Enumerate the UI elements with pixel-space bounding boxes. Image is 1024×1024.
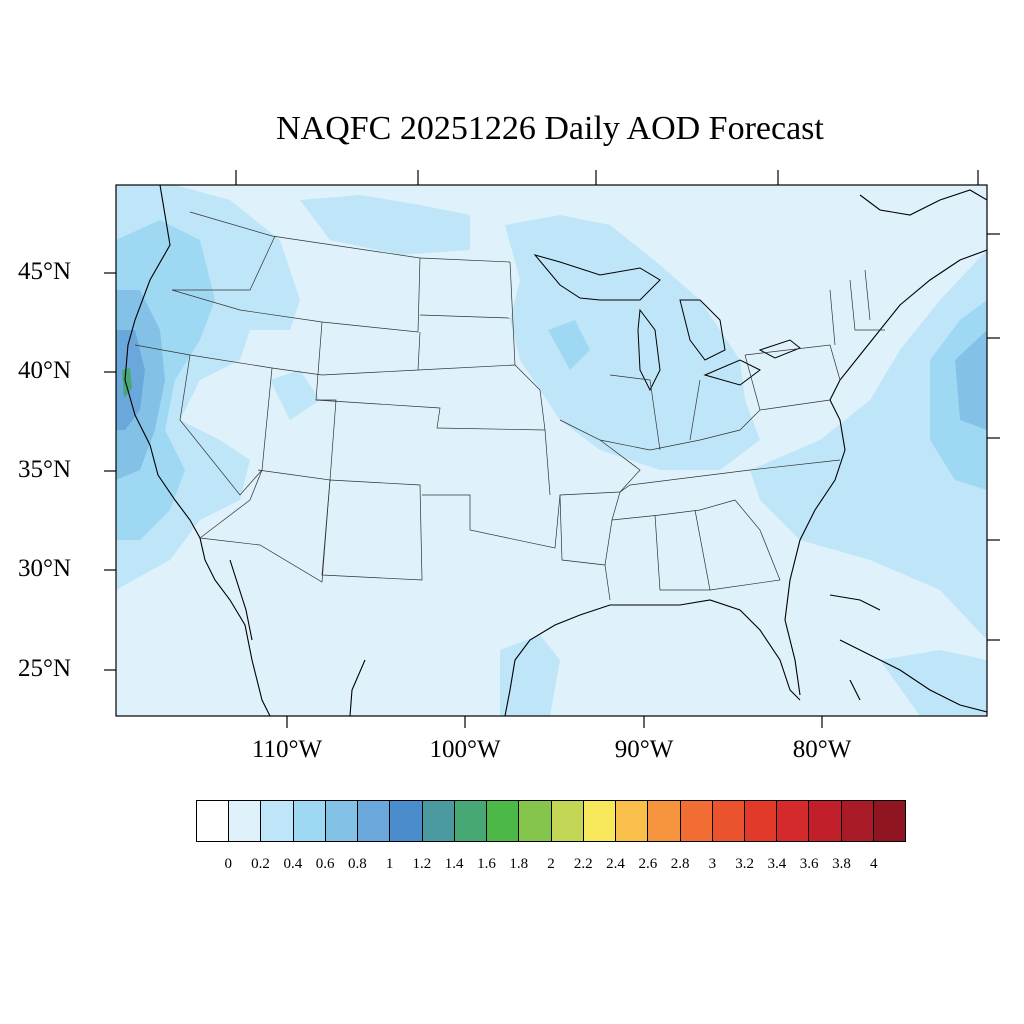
colorbar-swatch xyxy=(777,801,810,841)
lat-label-30n: 30°N xyxy=(18,555,72,582)
colorbar-label: 0.4 xyxy=(283,856,303,872)
colorbar-swatch xyxy=(197,801,230,841)
colorbar-swatch xyxy=(551,801,584,841)
colorbar-swatch xyxy=(680,801,713,841)
colorbar-label: 2.4 xyxy=(606,856,625,872)
map-frame xyxy=(115,184,988,717)
colorbar xyxy=(196,800,906,842)
lat-label-25n: 25°N xyxy=(18,655,72,682)
colorbar-label: 3.6 xyxy=(799,856,819,872)
great-lakes xyxy=(533,254,801,392)
colorbar-label: 2.2 xyxy=(573,856,593,872)
lat-label-45n: 45°N xyxy=(18,258,72,285)
colorbar-swatch xyxy=(712,801,745,841)
colorbar-swatch xyxy=(616,801,649,841)
colorbar-swatch xyxy=(454,801,488,841)
colorbar-label: 2.8 xyxy=(670,856,690,872)
colorbar-label: 1.8 xyxy=(509,856,529,872)
colorbar-label: 1.6 xyxy=(477,856,496,872)
colorbar-swatch xyxy=(261,801,294,841)
colorbar-label: 1.2 xyxy=(412,856,432,872)
colorbar-label: 3.4 xyxy=(767,856,787,872)
colorbar-swatch xyxy=(809,801,842,841)
lon-label-100w: 100°W xyxy=(429,736,501,763)
colorbar-swatch xyxy=(358,801,391,841)
colorbar-label: 1 xyxy=(385,856,394,872)
colorbar-swatch xyxy=(487,801,520,841)
colorbar-label: 3 xyxy=(708,856,717,872)
colorbar-label: 2.6 xyxy=(638,856,658,872)
lon-label-80w: 80°W xyxy=(792,736,852,763)
aod-contour-peak xyxy=(122,368,132,398)
colorbar-swatch xyxy=(325,801,359,841)
map-title: NAQFC 20251226 Daily AOD Forecast xyxy=(276,110,824,147)
colorbar-swatch xyxy=(229,801,262,841)
colorbar-swatch xyxy=(744,801,778,841)
colorbar-label: 2 xyxy=(547,856,555,872)
colorbar-swatch xyxy=(293,801,326,841)
colorbar-label: 1.4 xyxy=(444,856,464,872)
colorbar-label: 3.8 xyxy=(832,856,851,872)
lat-label-40n: 40°N xyxy=(18,357,72,384)
colorbar-swatch xyxy=(519,801,552,841)
colorbar-label: 0.2 xyxy=(251,856,270,872)
colorbar-swatch xyxy=(873,801,906,841)
lat-label-35n: 35°N xyxy=(18,456,72,483)
colorbar-swatch xyxy=(390,801,423,841)
colorbar-swatch xyxy=(422,801,455,841)
colorbar-label: 0.6 xyxy=(315,856,335,872)
colorbar-label: 0 xyxy=(224,856,233,872)
colorbar-swatch xyxy=(648,801,681,841)
coastlines xyxy=(124,185,987,716)
colorbar-label: 3.2 xyxy=(735,856,754,872)
lon-label-90w: 90°W xyxy=(614,736,674,763)
state-borders xyxy=(134,211,885,601)
axis-ticks xyxy=(104,170,1000,728)
colorbar-swatch xyxy=(583,801,617,841)
colorbar-label: 0.8 xyxy=(347,856,367,872)
lon-label-110w: 110°W xyxy=(251,736,323,763)
colorbar-swatch xyxy=(841,801,874,841)
colorbar-label: 4 xyxy=(869,856,878,872)
